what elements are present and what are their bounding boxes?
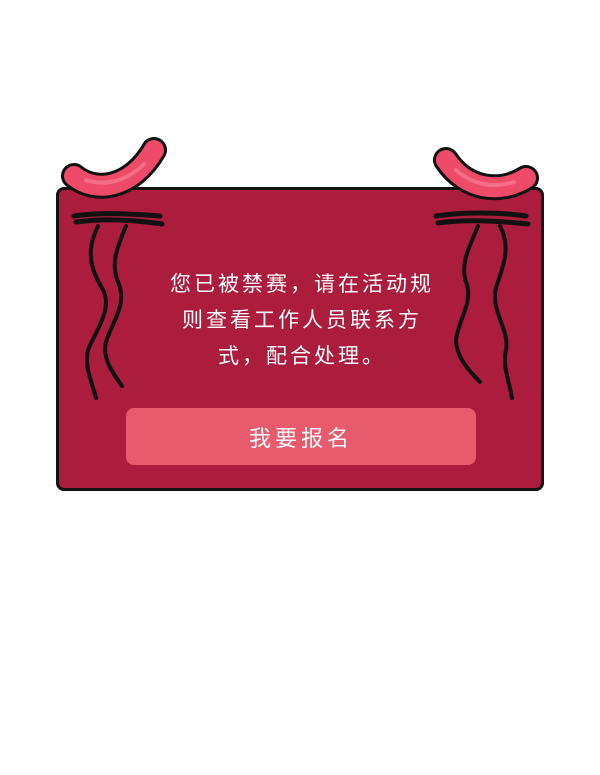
left-hanging-sausage-icon (61, 137, 167, 199)
signup-button[interactable]: 我要报名 (126, 408, 476, 465)
right-rope-icon (433, 210, 531, 400)
ban-message: 您已被禁赛，请在活动规则查看工作人员联系方式，配合处理。 (170, 272, 434, 368)
right-hanging-sausage-icon (433, 147, 539, 201)
left-rope-icon (71, 211, 165, 400)
